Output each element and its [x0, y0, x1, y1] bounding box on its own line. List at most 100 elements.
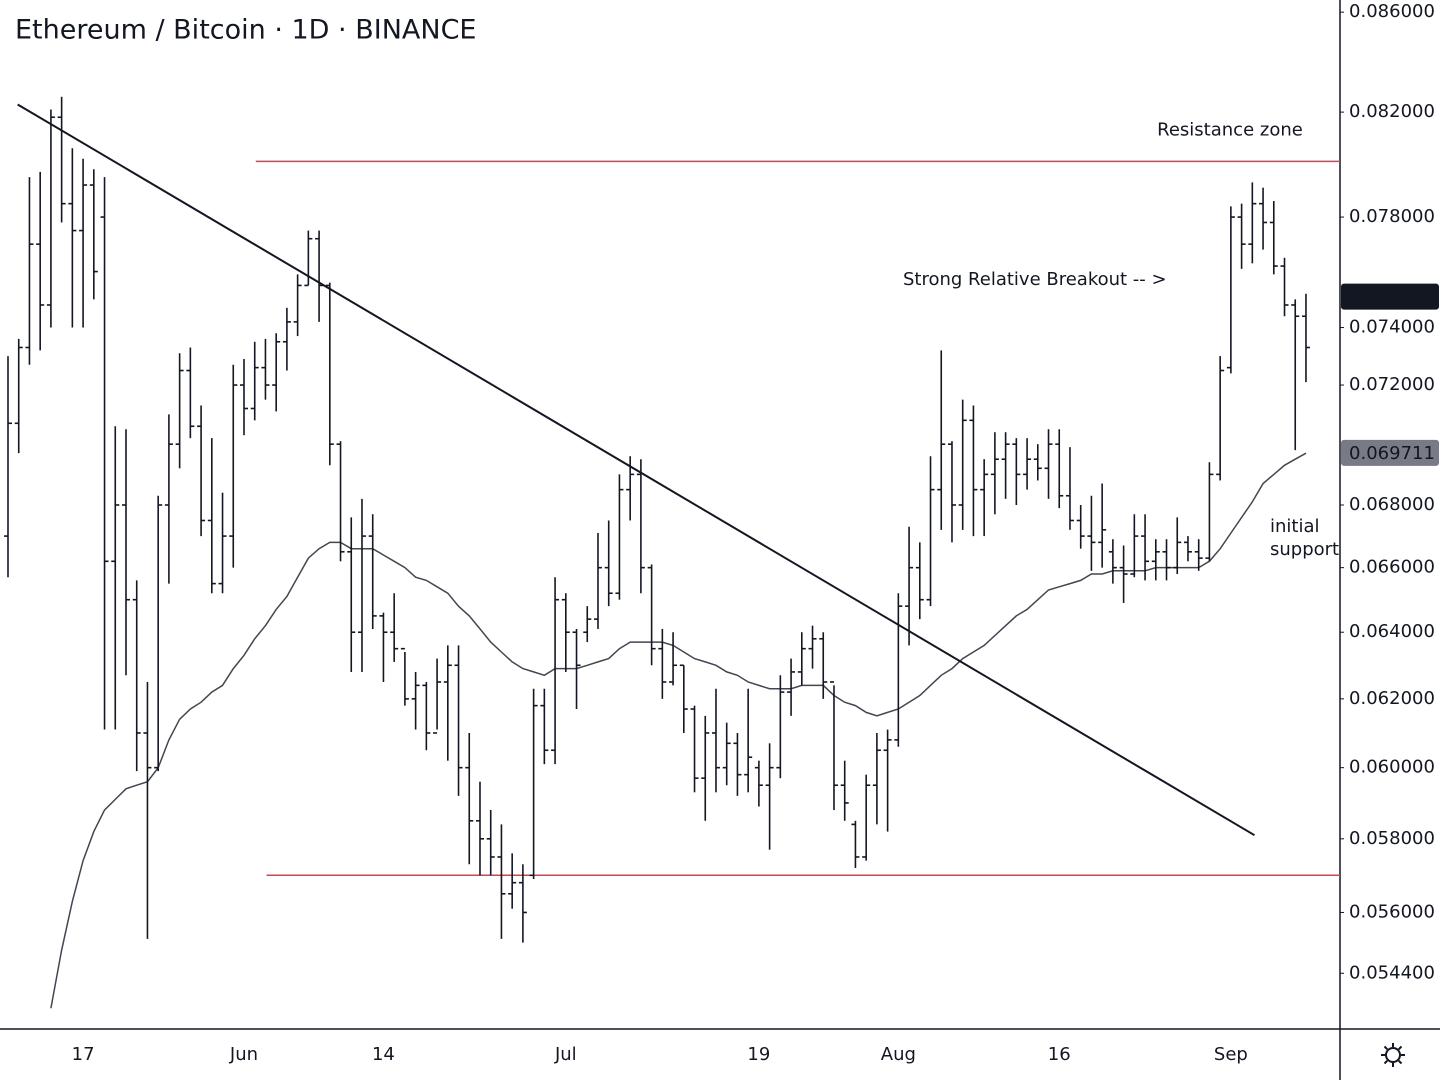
ohlc-bar	[808, 625, 817, 669]
ohlc-bar	[293, 274, 302, 337]
y-tick-label: 0.074000	[1349, 317, 1435, 338]
ohlc-bar	[701, 715, 710, 821]
plot-area: Resistance zone Strong Relative Breakout …	[4, 96, 1340, 1009]
ohlc-bar	[465, 732, 474, 865]
y-tick-label: 0.068000	[1349, 494, 1435, 515]
chart-title: Ethereum / Bitcoin · 1D · BINANCE	[15, 15, 476, 46]
y-tick-label: 0.054400	[1349, 962, 1435, 983]
price-label: 0.075100	[1349, 287, 1435, 308]
price-label: 0.069711	[1349, 443, 1435, 464]
level-label: Resistance zone	[1157, 119, 1303, 140]
ohlc-bar	[207, 438, 216, 594]
ohlc-bar	[68, 148, 77, 328]
ohlc-bar	[583, 606, 592, 643]
x-tick-label: Jun	[229, 1044, 258, 1065]
settings-icon-ring[interactable]	[1385, 1047, 1401, 1063]
ohlc-bar	[905, 526, 914, 646]
price-label-box	[1341, 283, 1439, 310]
ohlc-bar	[100, 177, 109, 730]
ohlc-bar	[765, 743, 774, 850]
ohlc-bar	[1098, 483, 1107, 568]
ohlc-bar	[636, 459, 645, 594]
ohlc-bar	[25, 177, 34, 365]
ohlc-bar	[454, 645, 463, 796]
ohlc-bar	[872, 732, 881, 825]
settings-icon-spokes[interactable]	[1381, 1043, 1405, 1067]
ohlc-bar	[347, 517, 356, 672]
ohlc-bar	[1248, 182, 1257, 264]
y-tick-label: 0.078000	[1349, 206, 1435, 227]
ohlc-bar	[111, 426, 120, 730]
ohlc-bar	[1216, 356, 1225, 481]
support-note: support	[1270, 539, 1339, 560]
price-label-box	[1341, 439, 1439, 466]
y-tick-label: 0.072000	[1349, 374, 1435, 395]
ohlc-bar	[593, 532, 602, 629]
annotation: Strong Relative Breakout -- >	[903, 269, 1167, 290]
ohlc-bar	[829, 681, 838, 811]
ohlc-bar	[540, 688, 549, 765]
ohlc-bar	[390, 593, 399, 662]
ohlc-bar	[239, 358, 248, 436]
ohlc-bar	[1076, 504, 1085, 549]
ohlc-bar	[1044, 429, 1053, 499]
ohlc-bar	[1108, 539, 1117, 584]
x-tick-label: 16	[1048, 1044, 1071, 1065]
ohlc-bar	[121, 429, 130, 676]
ohlc-bar	[4, 356, 12, 578]
ohlc-bar	[819, 632, 828, 699]
ohlc-bar	[154, 495, 163, 772]
ohlc-bar	[336, 441, 345, 562]
ohlc-bar	[958, 399, 967, 530]
trendline	[17, 103, 1255, 837]
ohlc-bar	[443, 645, 452, 761]
ohlc-bar	[282, 307, 291, 371]
ohlc-bar	[250, 341, 259, 421]
ohlc-bar	[615, 474, 624, 600]
ohlc-bar	[894, 593, 903, 747]
ohlc-bar	[1183, 536, 1192, 562]
ohlc-bar	[990, 432, 999, 515]
ohlc-bar	[14, 338, 23, 454]
ohlc-bar	[980, 459, 989, 537]
ohlc-bar	[647, 564, 656, 666]
ohlc-bar	[475, 781, 484, 876]
ohlc-bar	[164, 414, 173, 584]
ohlc-bar	[754, 760, 763, 807]
ohlc-bar	[422, 681, 431, 751]
y-tick-label: 0.058000	[1349, 828, 1435, 849]
ohlc-bar	[1291, 299, 1300, 451]
ohlc-bar	[186, 347, 195, 439]
ohlc-bar	[915, 542, 924, 620]
ohlc-bar	[175, 353, 184, 469]
ohlc-bar	[486, 810, 495, 876]
ohlc-bar	[400, 647, 409, 706]
ohlc-bar	[57, 96, 66, 223]
settings-icon[interactable]	[1381, 1043, 1405, 1067]
ohlc-bar	[1280, 257, 1289, 317]
ohlc-bar	[733, 732, 742, 796]
ohlc-bar	[379, 612, 388, 682]
ohlc-bar	[862, 774, 871, 861]
ohlc-bar	[926, 456, 935, 607]
ohlc-bar	[1023, 438, 1032, 490]
ohlc-bar	[744, 688, 753, 793]
ohlc-bar	[197, 405, 206, 537]
ohlc-bar	[1237, 203, 1246, 269]
ohlc-bar	[1001, 432, 1010, 499]
ohlc-bar	[722, 722, 731, 786]
ohlc-bar	[1226, 206, 1235, 374]
x-tick-label: Jul	[554, 1044, 577, 1065]
ohlc-bar	[368, 514, 377, 629]
y-tick-label: 0.062000	[1349, 688, 1435, 709]
ohlc-bar	[690, 705, 699, 793]
ohlc-bar	[1301, 293, 1310, 383]
ohlc-bar	[604, 520, 613, 607]
ohlc-bar	[561, 593, 570, 672]
ohlc-bar	[572, 628, 581, 710]
ohlc-bar	[261, 338, 270, 400]
ohlc-bar	[883, 729, 892, 832]
